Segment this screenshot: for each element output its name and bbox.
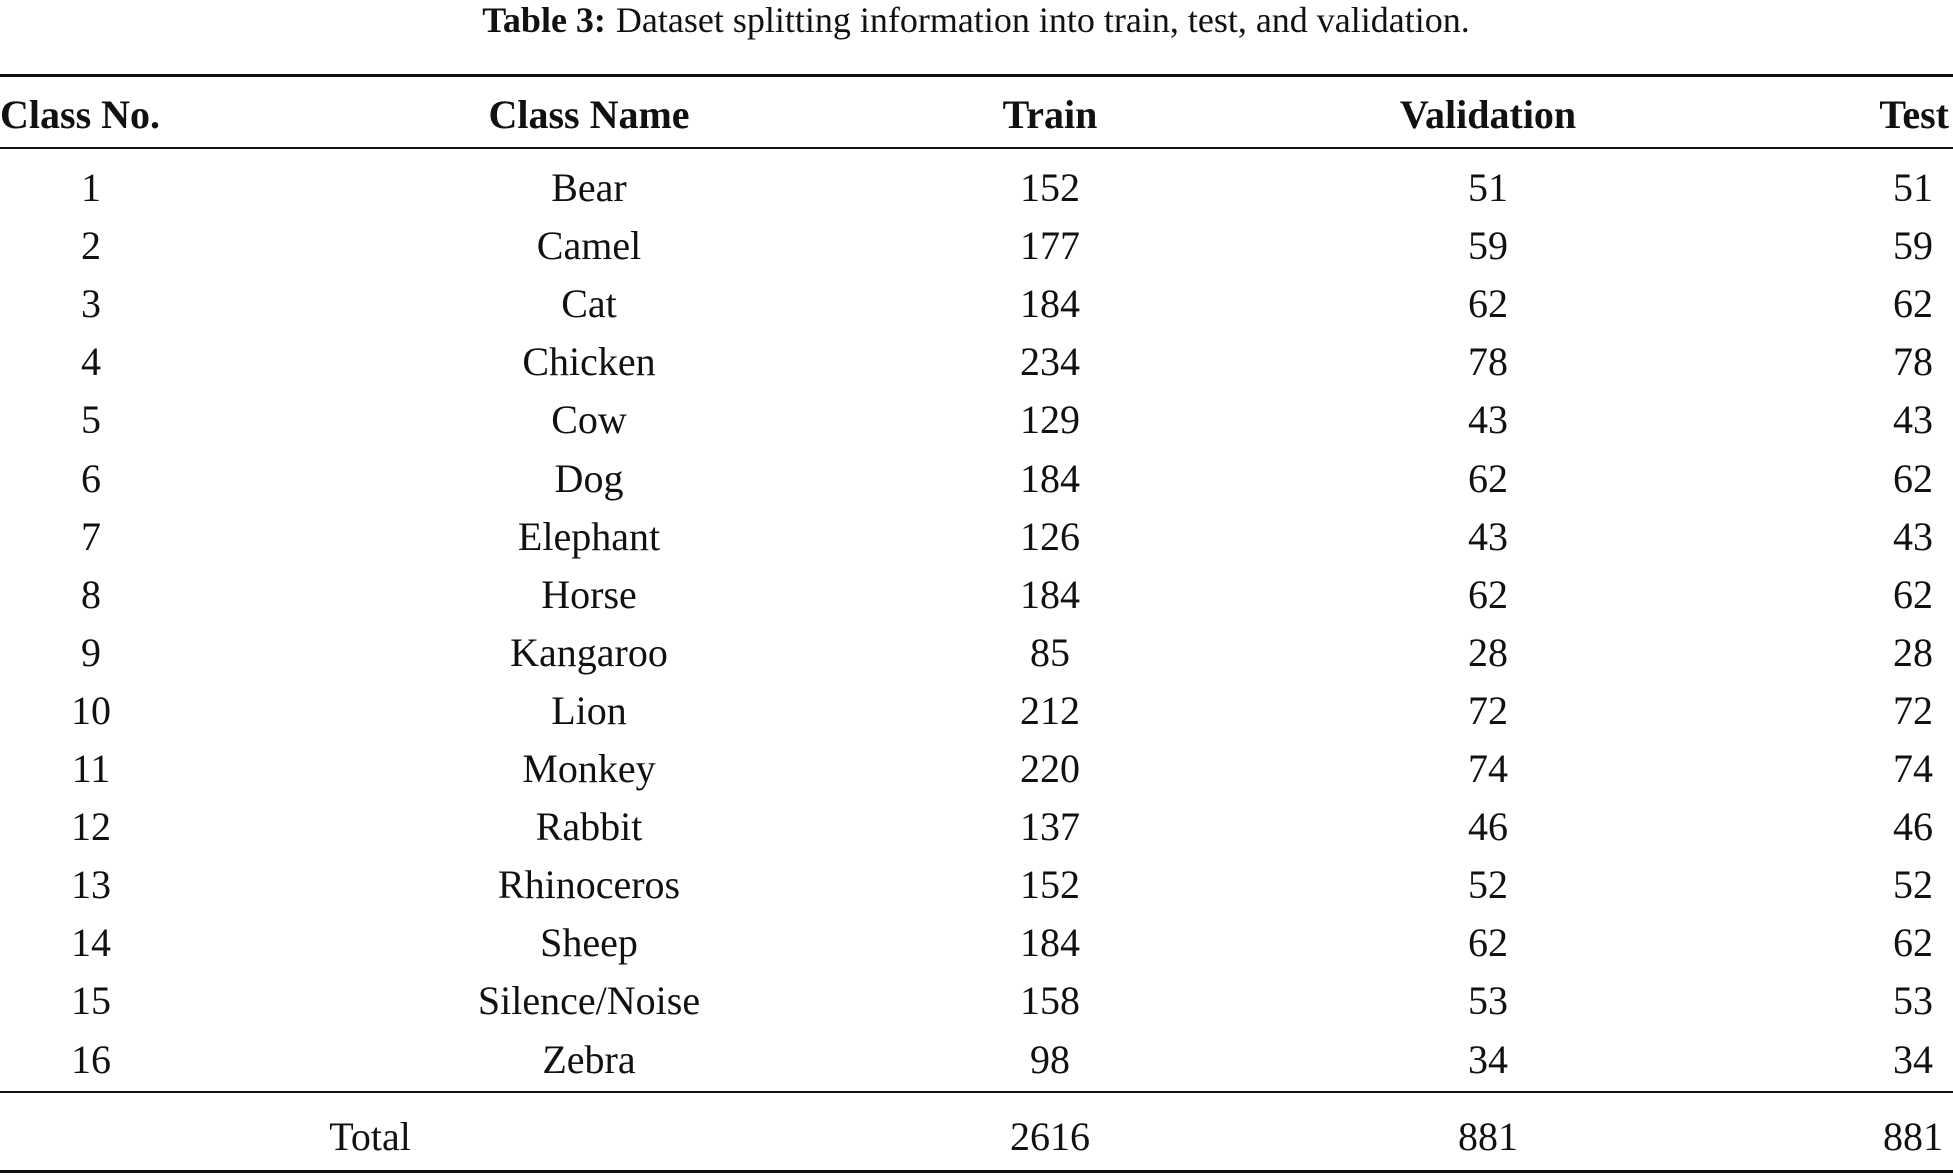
table-cell: 177: [1020, 223, 1080, 269]
table-cell: 43: [1893, 513, 1933, 559]
table-cell: 15: [71, 978, 111, 1024]
total-cell: 2616: [1010, 1114, 1090, 1159]
table-cell: 14: [71, 920, 111, 966]
table-cell: 129: [1020, 397, 1080, 443]
body-rule: [0, 1091, 1953, 1093]
table-cell: 5: [81, 397, 101, 443]
table-cell: 62: [1893, 281, 1933, 327]
header-rule: [0, 147, 1953, 149]
table-cell: 34: [1468, 1036, 1508, 1082]
table-cell: 16: [71, 1036, 111, 1082]
table-cell: 72: [1468, 687, 1508, 733]
table-cell: 220: [1020, 746, 1080, 791]
table-cell: Cat: [561, 281, 617, 327]
table-cell: Bear: [551, 165, 627, 210]
table-cell: 34: [1893, 1036, 1933, 1082]
table-cell: 53: [1893, 978, 1933, 1024]
table-cell: Zebra: [542, 1036, 636, 1082]
table-cell: 62: [1468, 920, 1508, 966]
table-cell: 11: [71, 746, 111, 791]
table-cell: 62: [1893, 920, 1933, 966]
table-cell: 74: [1468, 746, 1508, 791]
bottom-rule: [0, 1170, 1953, 1173]
table-cell: 7: [81, 513, 101, 559]
table-cell: 9: [81, 629, 101, 675]
table-cell: Chicken: [522, 339, 656, 385]
table-cell: Cow: [551, 397, 627, 443]
table-cell: Monkey: [522, 746, 656, 791]
table-cell: 234: [1020, 339, 1080, 385]
caption-text: Dataset splitting information into train…: [615, 0, 1470, 40]
table-cell: 46: [1893, 804, 1933, 850]
table-caption: Table 3: Dataset splitting information in…: [482, 0, 1470, 41]
table-cell: 212: [1020, 687, 1080, 733]
table-cell: Sheep: [540, 920, 638, 966]
table-cell: 43: [1468, 397, 1508, 443]
table-cell: 152: [1020, 165, 1080, 210]
table-cell: 85: [1030, 629, 1070, 675]
table-cell: 184: [1020, 920, 1080, 966]
caption-label: Table 3:: [482, 0, 606, 40]
column-header: Validation: [1399, 92, 1577, 137]
table-cell: 3: [81, 281, 101, 327]
table-cell: 43: [1468, 513, 1508, 559]
table-cell: 152: [1020, 862, 1080, 908]
table-cell: Camel: [536, 223, 642, 269]
table-cell: Rabbit: [535, 804, 643, 850]
column-header: Train: [1002, 92, 1098, 137]
table-cell: 1: [81, 165, 101, 210]
total-cell: Total: [329, 1114, 411, 1159]
table-cell: 74: [1893, 746, 1933, 791]
table-cell: Silence/Noise: [477, 978, 701, 1024]
total-cell: 881: [1458, 1114, 1518, 1159]
table-cell: 52: [1468, 862, 1508, 908]
table-cell: 51: [1468, 165, 1508, 210]
table-cell: 6: [81, 455, 101, 501]
table-cell: 137: [1020, 804, 1080, 850]
table-cell: 13: [71, 862, 111, 908]
table-cell: 43: [1893, 397, 1933, 443]
column-header: Class No.: [0, 92, 161, 137]
table-cell: 62: [1468, 281, 1508, 327]
table-cell: 59: [1468, 223, 1508, 269]
table-cell: 12: [71, 804, 111, 850]
top-rule: [0, 74, 1953, 77]
table-cell: 72: [1893, 687, 1933, 733]
table-cell: 78: [1893, 339, 1933, 385]
table-cell: Kangaroo: [510, 629, 668, 675]
table-cell: 10: [71, 687, 111, 733]
table-cell: Lion: [551, 687, 627, 733]
table-cell: 184: [1020, 455, 1080, 501]
table-cell: 126: [1020, 513, 1080, 559]
table-cell: 98: [1030, 1036, 1070, 1082]
table-cell: 62: [1468, 455, 1508, 501]
table-cell: 8: [81, 571, 101, 617]
table-cell: 53: [1468, 978, 1508, 1024]
table-cell: 28: [1468, 629, 1508, 675]
column-header: Class Name: [488, 92, 690, 137]
table-cell: 158: [1020, 978, 1080, 1024]
table-cell: 4: [81, 339, 101, 385]
table-cell: 184: [1020, 571, 1080, 617]
table-cell: 78: [1468, 339, 1508, 385]
table-cell: 52: [1893, 862, 1933, 908]
column-header: Test: [1879, 92, 1949, 137]
total-cell: 881: [1883, 1114, 1943, 1159]
table-cell: Rhinoceros: [497, 862, 681, 908]
table-cell: 62: [1468, 571, 1508, 617]
table-cell: Elephant: [517, 513, 661, 559]
table-cell: 62: [1893, 571, 1933, 617]
table-cell: 46: [1468, 804, 1508, 850]
table-cell: 28: [1893, 629, 1933, 675]
table-cell: 51: [1893, 165, 1933, 210]
table-cell: Dog: [554, 455, 624, 501]
table-cell: 59: [1893, 223, 1933, 269]
table-cell: 2: [81, 223, 101, 269]
table-cell: Horse: [541, 571, 637, 617]
table-cell: 184: [1020, 281, 1080, 327]
table-cell: 62: [1893, 455, 1933, 501]
